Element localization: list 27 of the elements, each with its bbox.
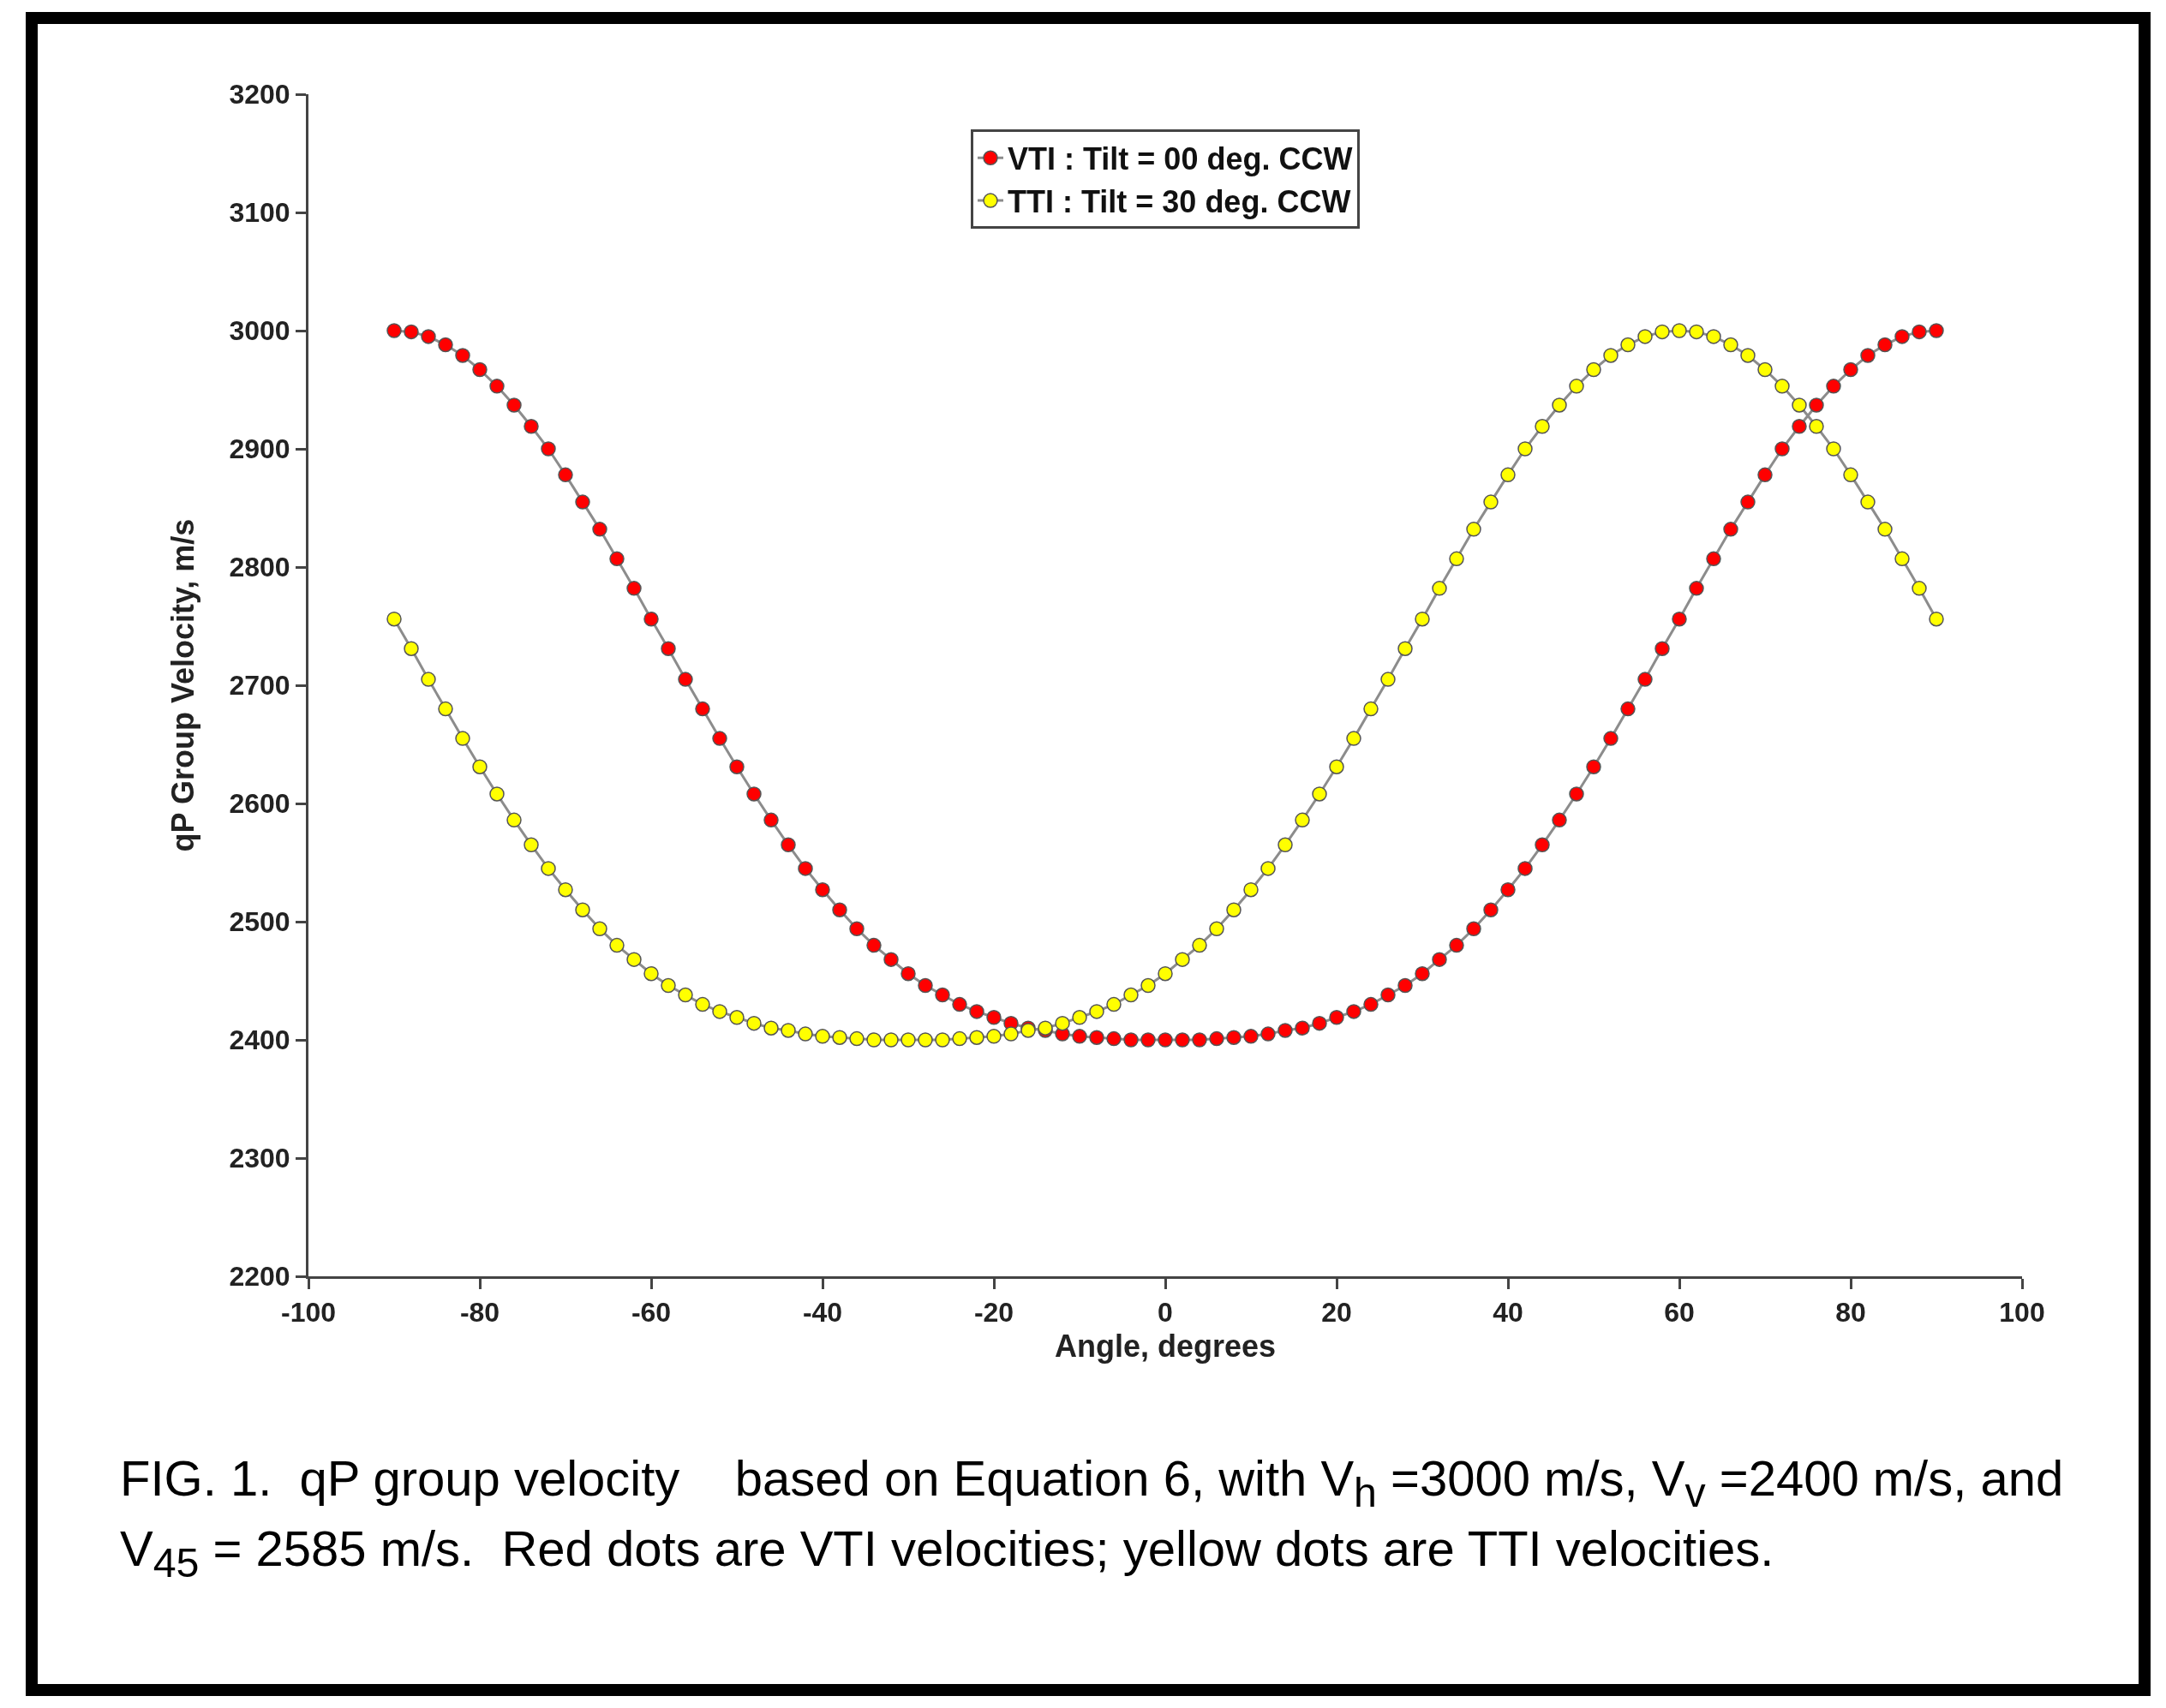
x-tick-label: 0 — [1158, 1297, 1173, 1329]
y-tick-label: 2200 — [229, 1261, 290, 1293]
x-tick-label: 40 — [1493, 1297, 1523, 1329]
text: FIG. 1. qP group velocity based on Equation 6, with V$_{h}$ =3000 m/s, V$_{v}$ =2400 m/s, and V$_{45}$ = 2585 m/s. Red dots are VTI velocities; yellow dots are TTI velocities. — [120, 1450, 2064, 1586]
x-tick-label: -100 — [280, 1297, 337, 1329]
x-tick-label: -20 — [973, 1297, 1014, 1329]
x-tick-label: -80 — [459, 1297, 500, 1329]
legend-label: VTI : Tilt = 00 deg. CCW — [1008, 141, 1353, 177]
y-tick-label: 3200 — [229, 79, 290, 110]
y-tick-label: 3000 — [229, 315, 290, 347]
y-tick-label: 2900 — [229, 433, 290, 465]
y-axis-title: qP Group Velocity, m/s — [165, 518, 201, 852]
x-axis-title: Angle, degrees — [1054, 1329, 1277, 1365]
y-tick-label: 2600 — [229, 788, 290, 820]
x-tick-label: -40 — [802, 1297, 843, 1329]
y-tick-label: 3100 — [229, 197, 290, 229]
x-tick-label: 20 — [1321, 1297, 1352, 1329]
x-tick-label: 60 — [1664, 1297, 1695, 1329]
y-tick-label: 2400 — [229, 1024, 290, 1056]
x-tick-label: 100 — [1999, 1297, 2045, 1329]
y-tick-label: 2700 — [229, 670, 290, 702]
y-tick-label: 2800 — [229, 552, 290, 583]
y-tick-label: 2500 — [229, 906, 290, 938]
y-tick-label: 2300 — [229, 1143, 290, 1174]
x-tick-label: -60 — [631, 1297, 672, 1329]
x-tick-label: 80 — [1835, 1297, 1866, 1329]
legend-label: TTI : Tilt = 30 deg. CCW — [1008, 184, 1351, 220]
